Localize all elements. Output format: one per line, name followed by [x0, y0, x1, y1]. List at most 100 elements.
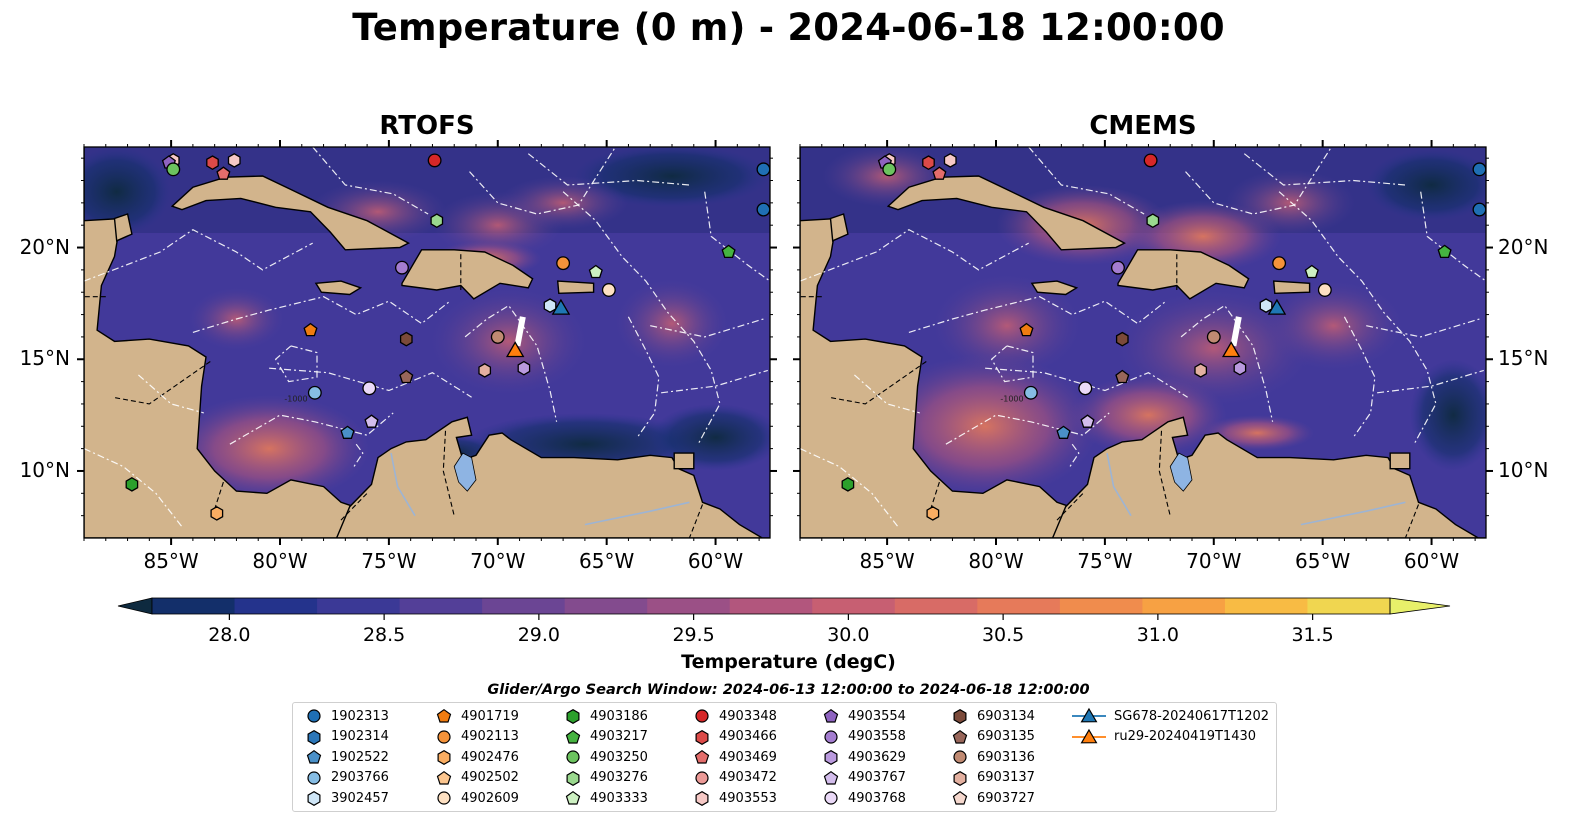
colorbar-segment [564, 598, 648, 614]
legend-entry: 4903217 [564, 727, 648, 747]
argo-float-4903466 [922, 155, 935, 171]
argo-float-4903186 [125, 477, 139, 492]
argo-float-4903629 [1233, 360, 1247, 376]
legend-entry-label: 6903134 [977, 708, 1035, 724]
legend-entry-label: 2903766 [331, 770, 389, 786]
argo-float-4903767 [1080, 414, 1095, 428]
legend-entry: 4903469 [693, 747, 777, 767]
land-jamaica [1030, 280, 1079, 296]
colorbar-segment [317, 598, 401, 614]
legend-entry-label: 1902314 [331, 729, 389, 745]
country-border [442, 430, 455, 516]
eez-boundary [704, 191, 770, 282]
argo-float-4902113 [556, 256, 571, 271]
colorbar-segment [1307, 598, 1391, 614]
argo-float-6903136 [1206, 329, 1221, 344]
eez-boundary [269, 367, 472, 398]
eez-boundary [1028, 147, 1145, 215]
country-border [688, 504, 704, 538]
legend-entry-label: 4902502 [461, 770, 519, 786]
eez-boundary [353, 443, 364, 467]
argo-float-4903469 [216, 166, 231, 180]
eez-boundary [1343, 316, 1376, 438]
colorbar-segment [152, 598, 236, 614]
land-hispaniola [401, 249, 534, 300]
legend-entry: 4903276 [564, 768, 648, 788]
legend-entry-label: 4903217 [590, 729, 648, 745]
river [584, 501, 690, 526]
legend-marker [695, 791, 709, 807]
country-border [1404, 504, 1420, 538]
eez-boundary [908, 296, 1167, 333]
land-jamaica [314, 280, 363, 296]
legend-marker [436, 708, 452, 723]
legend: 1902313 1902314 1902522 2903766 3902457 49017… [292, 702, 1277, 812]
argo-float-6903134 [1115, 331, 1129, 347]
argo-float-1902313 [756, 162, 770, 177]
eez-boundary [990, 345, 1034, 383]
colorbar-segment [977, 598, 1061, 614]
lake-maracaibo [453, 452, 477, 492]
longitude-tick-label: 70°W [1186, 549, 1242, 573]
glider-track [514, 316, 526, 347]
cmems-panel-title: CMEMS [1089, 111, 1197, 141]
longitude-tick-label: 75°W [1077, 549, 1133, 573]
colorbar [117, 597, 1451, 620]
legend-entry: 4902609 [435, 788, 519, 808]
legend-marker [824, 729, 838, 744]
legend-entry-label: 4903348 [719, 708, 777, 724]
argo-float-4903348 [1143, 153, 1158, 168]
country-border [1158, 430, 1171, 516]
eez-boundary [312, 147, 429, 215]
argo-float-4903558 [1111, 260, 1125, 275]
legend-entry-label: 4903768 [848, 790, 906, 806]
legend-entry-label: 4903558 [848, 729, 906, 745]
legend-entry: 4901719 [435, 706, 519, 726]
eez-boundary [274, 345, 318, 383]
argo-float-4902113 [1272, 256, 1287, 271]
legend-entry: ru29-20240419T1430 [1072, 727, 1256, 747]
legend-entry-label: 1902313 [331, 708, 389, 724]
argo-float-4903553 [227, 153, 241, 168]
longitude-tick-label: 80°W [252, 549, 308, 573]
land-puertoRico [1272, 280, 1311, 295]
legend-marker [1072, 728, 1106, 744]
eez-boundary [661, 369, 768, 394]
legend-entry: 6903136 [951, 747, 1035, 767]
argo-float-4903466 [206, 155, 219, 171]
colorbar-tick-label: 31.0 [1136, 624, 1180, 646]
legend-entry-label: 6903135 [977, 729, 1035, 745]
colorbar-segment [1059, 598, 1143, 614]
glider-SG678-20240617T1202 [551, 298, 571, 315]
argo-float-4902609 [1317, 283, 1332, 297]
legend-entry: 1902313 [305, 706, 389, 726]
legend-entry: 4902476 [435, 747, 519, 767]
legend-marker [307, 771, 321, 785]
legend-entry-label: 4901719 [461, 708, 519, 724]
glider-track [1230, 316, 1242, 347]
argo-float-4903768 [1078, 381, 1093, 396]
eez-boundary [138, 374, 204, 414]
longitude-tick-label: 65°W [579, 549, 635, 573]
longitude-tick-label: 65°W [1295, 549, 1351, 573]
legend-entry-label: 4903186 [590, 708, 648, 724]
legend-entry-label: 4903276 [590, 770, 648, 786]
glider-ru29-20240419T1430 [1221, 341, 1241, 358]
colorbar-tick-label: 28.5 [362, 624, 406, 646]
legend-marker [823, 770, 839, 785]
argo-float-1902313 [1472, 202, 1486, 217]
legend-marker [695, 709, 709, 723]
rtofs-panel-title: RTOFS [379, 111, 475, 141]
legend-marker [307, 709, 321, 723]
longitude-tick-label: 70°W [470, 549, 526, 573]
longitude-tick-label: 60°W [687, 549, 744, 573]
legend-marker [566, 750, 580, 764]
legend-marker [823, 708, 839, 723]
eez-boundary [1366, 318, 1480, 338]
legend-entry-label: 4903472 [719, 770, 777, 786]
legend-marker [437, 729, 451, 744]
argo-float-4901719 [303, 322, 318, 337]
land-yucatanPoint [829, 213, 849, 242]
longitude-tick-label: 80°W [968, 549, 1024, 573]
legend-entry-label: 4903250 [590, 749, 648, 765]
